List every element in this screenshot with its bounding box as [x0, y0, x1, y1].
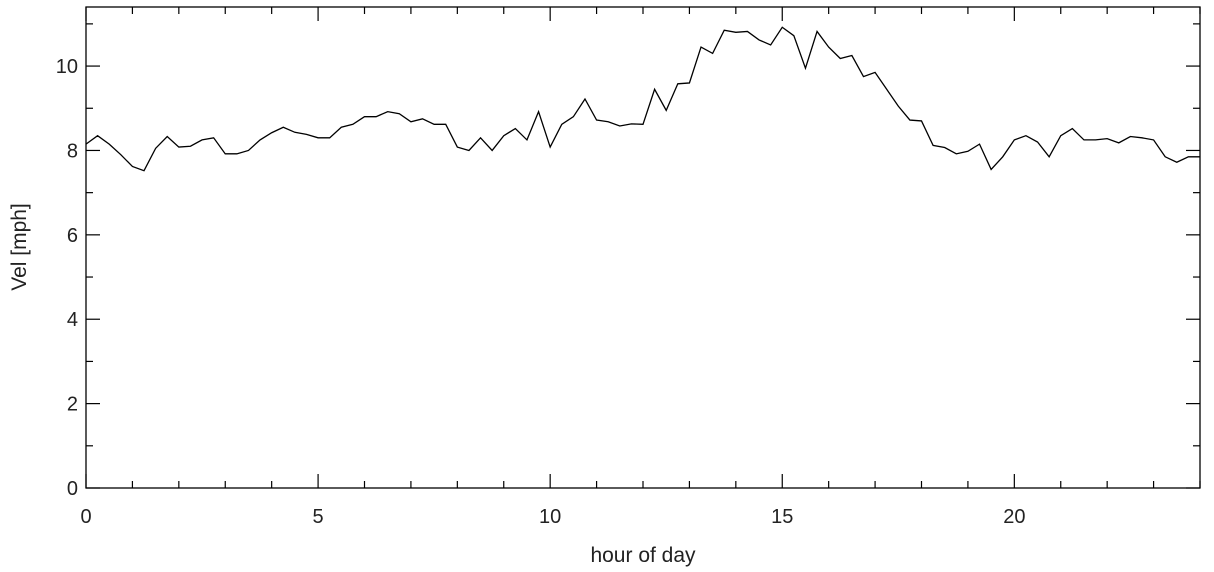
series-line	[85, 26, 1200, 172]
y-axis-tick-labels: 0 2 4 6 8 10	[56, 56, 78, 500]
y-tick-label: 8	[67, 140, 78, 162]
x-tick-label: 10	[539, 506, 561, 528]
x-tick-label: 0	[80, 506, 91, 528]
y-tick-label: 0	[67, 478, 78, 500]
y-axis-ticks	[86, 23, 1200, 489]
y-tick-label: 6	[67, 225, 78, 247]
x-tick-label: 5	[313, 506, 324, 528]
plot-frame	[85, 6, 1201, 489]
x-axis-ticks	[85, 7, 1201, 488]
y-tick-label: 2	[67, 394, 78, 416]
y-axis-title: Vel [mph]	[8, 203, 31, 291]
y-tick-label: 4	[67, 309, 78, 331]
x-tick-label: 20	[1003, 506, 1025, 528]
x-axis-tick-labels: 0 5 10 15 20	[80, 506, 1025, 528]
x-axis-title: hour of day	[590, 544, 696, 567]
y-tick-label: 10	[56, 56, 78, 78]
x-tick-label: 15	[771, 506, 793, 528]
